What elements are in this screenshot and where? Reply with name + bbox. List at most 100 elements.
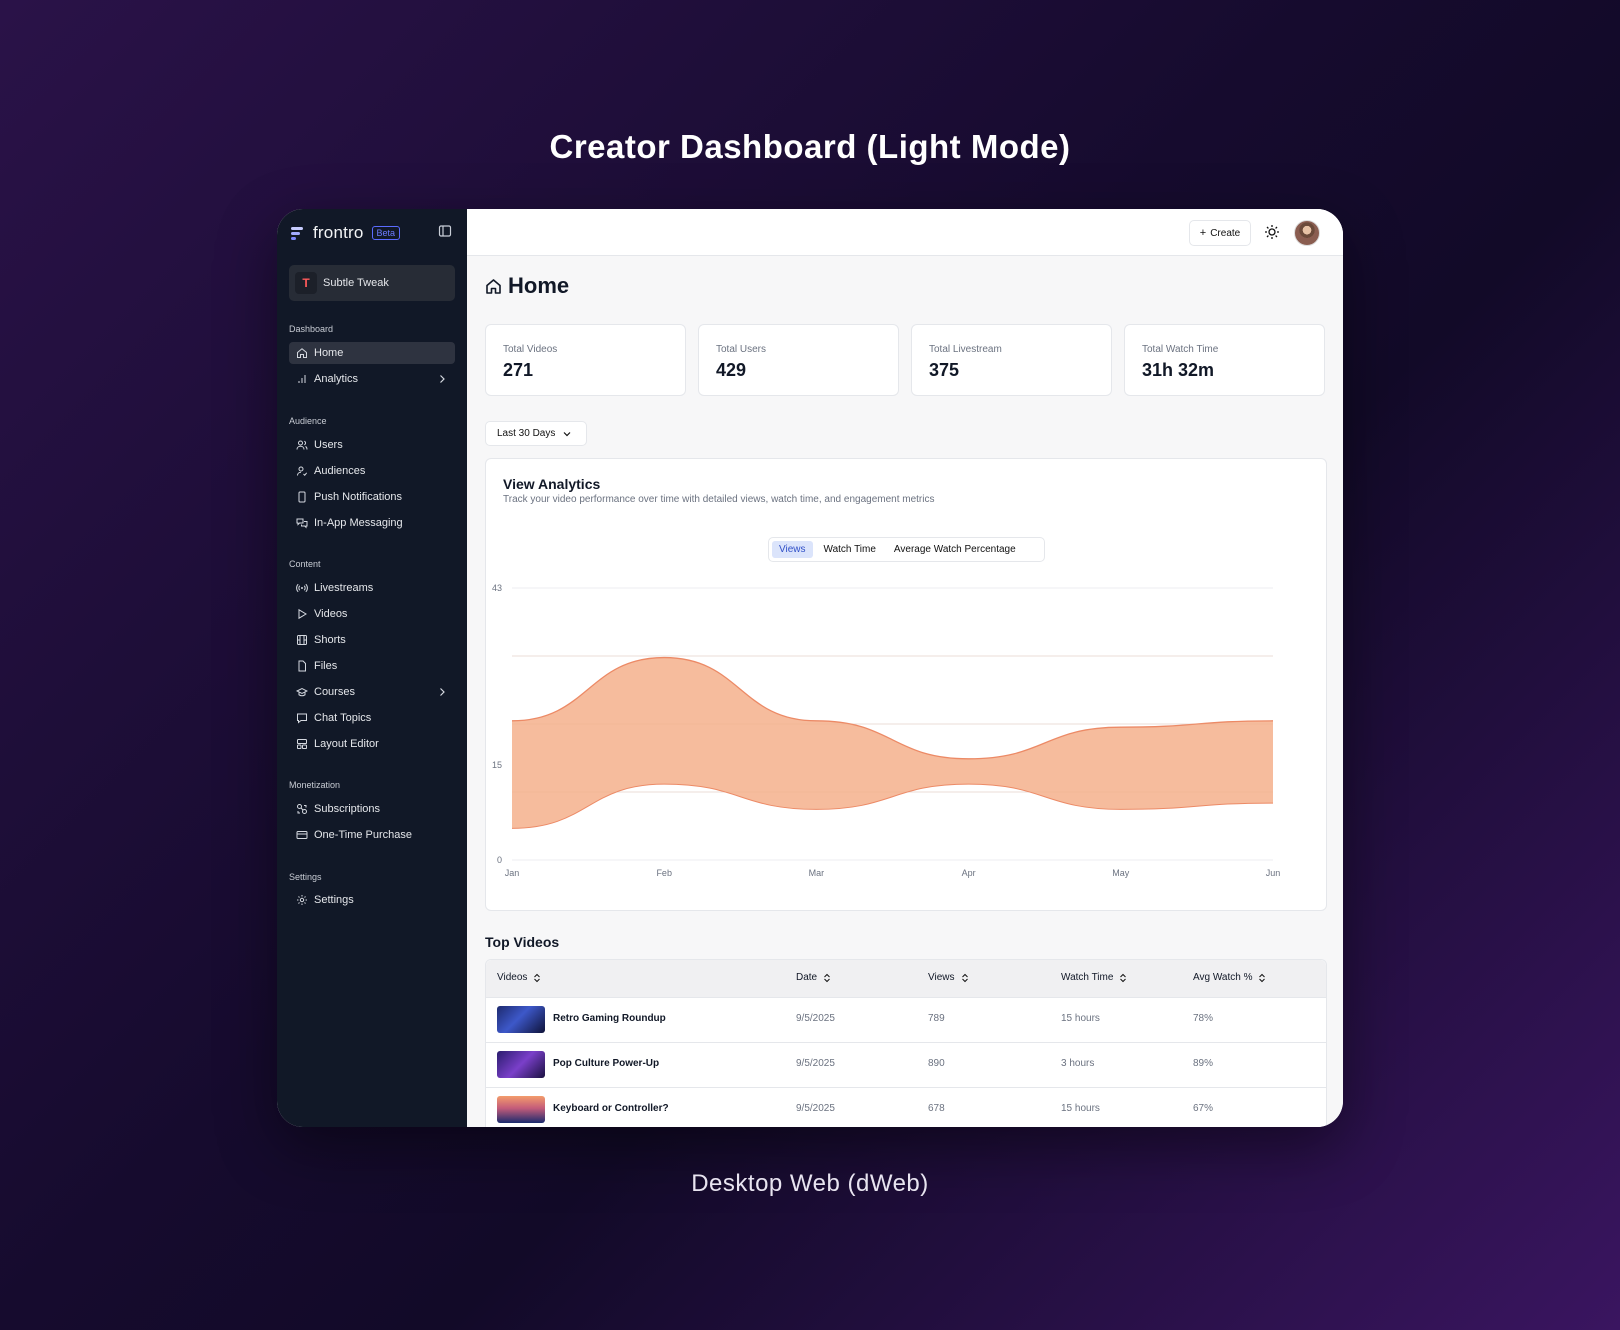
sort-icon xyxy=(534,973,541,982)
tab-average-watch-percentage[interactable]: Average Watch Percentage xyxy=(893,544,1016,555)
nav-section-audience: Audience xyxy=(289,416,327,426)
main-content: + Create Home Total Videos 271 Total Use… xyxy=(467,209,1343,1127)
sidebar-item-settings[interactable]: Settings xyxy=(289,889,455,911)
tab-watch-time[interactable]: Watch Time xyxy=(823,544,876,555)
sidebar-item-users[interactable]: Users xyxy=(289,434,455,456)
column-header-label: Videos xyxy=(497,972,528,983)
sidebar-item-videos[interactable]: Videos xyxy=(289,603,455,625)
sidebar-item-courses[interactable]: Courses xyxy=(289,681,455,703)
bar-chart-icon xyxy=(296,373,308,385)
sort-icon xyxy=(1120,973,1127,982)
file-icon xyxy=(296,660,308,672)
stat-label: Total Livestream xyxy=(929,344,1002,355)
video-watch-time: 15 hours xyxy=(1061,1013,1100,1024)
column-header-label: Avg Watch % xyxy=(1193,972,1253,983)
chevron-right-icon xyxy=(440,688,445,696)
column-header-videos[interactable]: Videos xyxy=(497,972,541,983)
video-date: 9/5/2025 xyxy=(796,1103,835,1114)
sidebar-item-label: Users xyxy=(314,439,343,451)
nav-section-monetization: Monetization xyxy=(289,780,341,790)
users-icon xyxy=(296,439,308,451)
subscriptions-icon xyxy=(296,803,308,815)
sidebar-item-label: Home xyxy=(314,347,344,359)
video-title[interactable]: Pop Culture Power-Up xyxy=(553,1058,660,1069)
nav-section-settings: Settings xyxy=(289,872,322,882)
video-thumbnail[interactable] xyxy=(497,1096,545,1123)
sidebar-item-files[interactable]: Files xyxy=(289,655,455,677)
stat-value: 429 xyxy=(716,360,747,380)
sidebar-item-analytics[interactable]: Analytics xyxy=(289,368,455,390)
sidebar-item-label: Chat Topics xyxy=(314,712,372,724)
video-date: 9/5/2025 xyxy=(796,1013,835,1024)
stat-label: Total Users xyxy=(716,344,767,355)
sidebar-item-one-time-purchase[interactable]: One-Time Purchase xyxy=(289,824,455,846)
page-caption: Desktop Web (dWeb) xyxy=(691,1170,929,1197)
stat-label: Total Watch Time xyxy=(1142,344,1219,355)
create-button[interactable]: + Create xyxy=(1189,220,1251,246)
column-header-label: Views xyxy=(928,972,955,983)
stat-label: Total Videos xyxy=(503,344,558,355)
x-tick-label: Apr xyxy=(962,868,976,878)
x-tick-label: Mar xyxy=(809,868,825,878)
table-row[interactable]: Keyboard or Controller? 9/5/2025 678 15 … xyxy=(486,1088,1326,1127)
sidebar-item-push-notifications[interactable]: Push Notifications xyxy=(289,486,455,508)
column-header-views[interactable]: Views xyxy=(928,972,969,983)
sidebar-item-in-app-messaging[interactable]: In-App Messaging xyxy=(289,512,455,534)
sidebar-item-layout-editor[interactable]: Layout Editor xyxy=(289,733,455,755)
video-avg-watch: 78% xyxy=(1193,1013,1214,1024)
video-thumbnail[interactable] xyxy=(497,1051,545,1078)
column-header-label: Watch Time xyxy=(1061,972,1114,983)
x-tick-label: Feb xyxy=(656,868,672,878)
views-lower-line xyxy=(511,783,1274,829)
user-avatar[interactable] xyxy=(1294,220,1320,246)
tab-views[interactable]: Views xyxy=(772,541,813,558)
chat-icon xyxy=(296,712,308,724)
app-window: frontro Beta T Subtle Tweak Dashboard Ho… xyxy=(277,209,1343,1127)
sidebar-toggle-icon[interactable] xyxy=(438,224,452,238)
sidebar-item-label: In-App Messaging xyxy=(314,517,403,529)
x-tick-label: Jun xyxy=(1266,868,1281,878)
sidebar-item-chat-topics[interactable]: Chat Topics xyxy=(289,707,455,729)
sidebar-item-label: Files xyxy=(314,660,338,672)
sidebar-item-shorts[interactable]: Shorts xyxy=(289,629,455,651)
table-row[interactable]: Retro Gaming Roundup 9/5/2025 789 15 hou… xyxy=(486,998,1326,1043)
y-tick-label: 15 xyxy=(492,760,502,770)
sort-icon xyxy=(961,973,968,982)
video-title[interactable]: Retro Gaming Roundup xyxy=(553,1013,666,1024)
play-icon xyxy=(296,608,308,620)
nav-section-content: Content xyxy=(289,559,321,569)
sidebar-item-label: Subscriptions xyxy=(314,803,381,815)
film-icon xyxy=(296,634,308,646)
phone-icon xyxy=(296,491,308,503)
x-tick-label: May xyxy=(1112,868,1130,878)
stat-card-total-videos: Total Videos 271 xyxy=(485,324,686,396)
sidebar-item-audiences[interactable]: Audiences xyxy=(289,460,455,482)
video-title[interactable]: Keyboard or Controller? xyxy=(553,1103,669,1114)
top-videos-table: Videos Date Views Watch Time Avg Watch %… xyxy=(485,959,1327,1127)
table-row[interactable]: Pop Culture Power-Up 9/5/2025 890 3 hour… xyxy=(486,1043,1326,1088)
broadcast-icon xyxy=(296,582,308,594)
sidebar-item-home[interactable]: Home xyxy=(289,342,455,364)
video-thumbnail[interactable] xyxy=(497,1006,545,1033)
sidebar-item-livestreams[interactable]: Livestreams xyxy=(289,577,455,599)
date-range-select[interactable]: Last 30 Days xyxy=(485,421,587,446)
sidebar-item-label: Push Notifications xyxy=(314,491,403,503)
brand[interactable]: frontro Beta xyxy=(289,221,401,245)
stat-value: 31h 32m xyxy=(1142,360,1215,380)
video-watch-time: 15 hours xyxy=(1061,1103,1100,1114)
beta-badge: Beta xyxy=(371,226,401,240)
views-area xyxy=(512,657,1273,829)
top-videos-title: Top Videos xyxy=(485,934,560,950)
chart-metric-tabs: Views Watch Time Average Watch Percentag… xyxy=(768,537,1045,562)
column-header-date[interactable]: Date xyxy=(796,972,831,983)
nav-section-dashboard: Dashboard xyxy=(289,324,334,334)
layout-icon xyxy=(296,738,308,750)
column-header-avg-watch[interactable]: Avg Watch % xyxy=(1193,972,1266,983)
x-tick-label: Jan xyxy=(505,868,520,878)
table-header: Videos Date Views Watch Time Avg Watch % xyxy=(486,960,1326,998)
workspace-switcher[interactable]: T Subtle Tweak xyxy=(289,265,455,301)
column-header-watch-time[interactable]: Watch Time xyxy=(1061,972,1127,983)
sun-icon[interactable] xyxy=(1264,224,1280,240)
video-views: 678 xyxy=(928,1103,945,1114)
sidebar-item-subscriptions[interactable]: Subscriptions xyxy=(289,798,455,820)
